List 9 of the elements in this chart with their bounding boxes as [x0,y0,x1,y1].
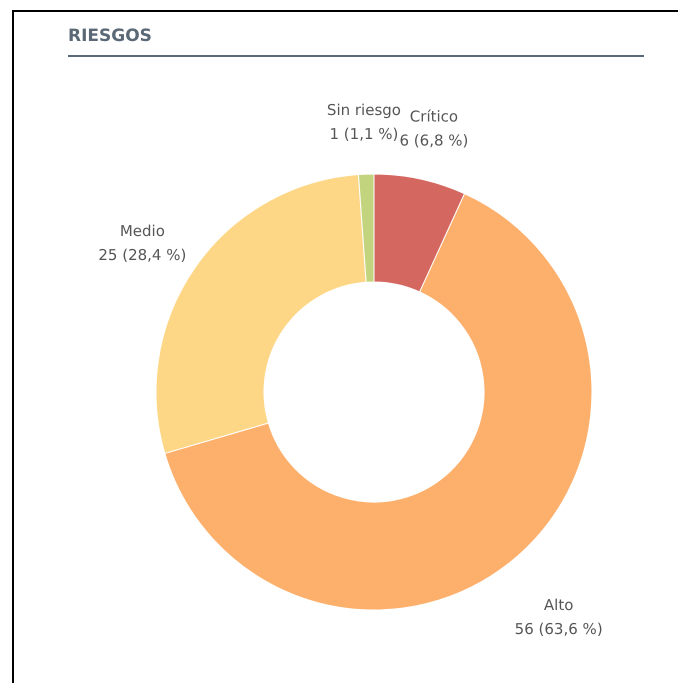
data-label: 6 (6,8 %) [399,131,468,150]
data-label: 1 (1,1 %) [329,125,398,144]
data-label: 56 (63,6 %) [514,620,603,638]
slice-label: Alto [544,596,574,614]
chart-title: RIESGOS [68,26,644,57]
slice-label: Sin riesgo [326,101,401,120]
slice-label: Crítico [410,107,458,126]
slice-label: Medio [120,222,165,240]
data-label: 25 (28,4 %) [98,246,186,264]
